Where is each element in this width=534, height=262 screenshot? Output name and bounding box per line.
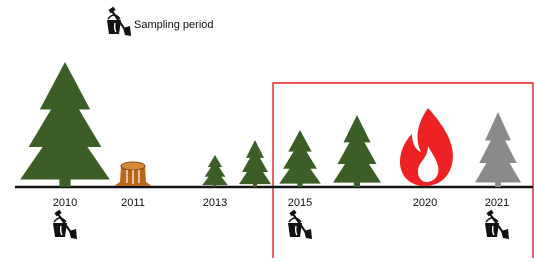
sampling-icon <box>53 210 77 239</box>
tree-large <box>20 62 110 187</box>
sampling-icon <box>288 210 312 239</box>
tree-sapling <box>202 155 228 187</box>
legend-icon <box>107 7 131 36</box>
tree-burned <box>475 112 521 187</box>
year-label: 2013 <box>203 197 227 209</box>
sampling-icon <box>485 210 509 239</box>
tree-young <box>279 130 321 187</box>
legend-label: Sampling period <box>134 19 214 31</box>
year-label: 2011 <box>121 197 145 209</box>
year-label: 2015 <box>288 197 312 209</box>
timeline-diagram: Sampling period 2010 2011 2013 2015 2020… <box>0 0 534 262</box>
fire <box>400 108 453 186</box>
tree-young <box>239 140 271 187</box>
year-label: 2021 <box>485 197 509 209</box>
year-label: 2010 <box>53 197 77 209</box>
tree-medium <box>333 115 381 187</box>
stump <box>114 162 152 186</box>
year-label: 2020 <box>413 197 437 209</box>
